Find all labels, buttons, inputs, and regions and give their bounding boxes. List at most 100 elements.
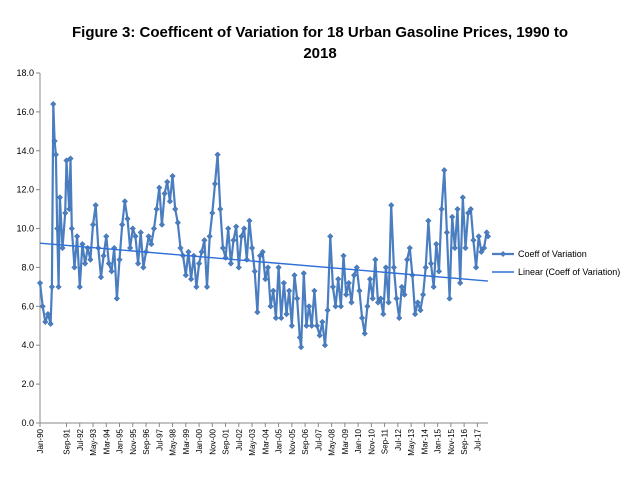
data-point-marker <box>472 264 480 271</box>
data-point-marker <box>291 272 298 279</box>
data-point-marker <box>67 155 74 162</box>
data-point-marker <box>193 283 200 291</box>
data-point-marker <box>198 248 205 256</box>
data-point-marker <box>52 151 60 158</box>
data-point-marker <box>195 260 203 267</box>
data-point-marker <box>369 295 376 302</box>
data-point-marker <box>297 344 305 351</box>
data-point-marker <box>148 240 155 248</box>
data-point-marker <box>406 244 413 252</box>
x-tick-label: Jul-97 <box>155 428 164 450</box>
x-tick-label: Jul-02 <box>235 428 244 450</box>
data-point-marker <box>480 244 488 252</box>
data-point-marker <box>48 283 56 291</box>
data-point-marker <box>286 287 293 294</box>
data-point-marker <box>211 180 219 187</box>
data-point-marker <box>382 264 390 271</box>
data-point-marker <box>76 283 83 291</box>
data-point-marker <box>311 287 318 294</box>
data-point-marker <box>358 314 366 322</box>
data-point-marker <box>100 252 107 259</box>
y-tick-label: 14.0 <box>16 146 34 156</box>
data-point-marker <box>172 205 179 213</box>
chart-title: Figure 3: Coefficent of Variation for 18… <box>0 22 640 64</box>
data-point-marker <box>484 233 492 240</box>
data-point-marker <box>47 320 54 327</box>
x-tick-label: Nov-95 <box>129 428 138 454</box>
data-point-marker <box>438 205 445 213</box>
data-point-marker <box>380 310 387 318</box>
y-tick-label: 4.0 <box>21 340 34 350</box>
data-point-marker <box>169 172 176 180</box>
data-point-marker <box>280 279 288 287</box>
data-point-marker <box>300 270 307 277</box>
data-point-marker <box>150 225 158 232</box>
data-point-marker <box>119 221 126 228</box>
data-point-marker <box>272 314 280 322</box>
x-tick-label: Sep-96 <box>142 428 151 454</box>
x-tick-label: Sep-16 <box>460 428 469 454</box>
data-point-marker <box>374 299 382 306</box>
data-point-marker <box>254 309 261 316</box>
data-point-marker <box>361 330 368 337</box>
x-tick-label: May-93 <box>89 428 98 455</box>
series-layer <box>36 100 492 351</box>
data-point-marker <box>164 178 171 186</box>
x-tick-label: Jul-07 <box>314 428 323 450</box>
x-tick-label: Mar-94 <box>102 428 111 454</box>
data-point-marker <box>430 283 437 291</box>
data-point-marker <box>54 225 61 232</box>
data-point-marker <box>467 205 474 213</box>
data-point-marker <box>44 310 52 318</box>
data-point-marker <box>238 233 245 240</box>
x-tick-label: May-98 <box>169 428 178 455</box>
x-tick-label: May-03 <box>248 428 257 455</box>
x-tick-label: Jan-90 <box>36 428 45 453</box>
data-point-marker <box>478 248 485 256</box>
data-point-marker <box>140 264 147 271</box>
data-point-marker <box>233 223 240 230</box>
data-point-marker <box>51 137 58 145</box>
data-point-marker <box>427 260 435 267</box>
data-point-marker <box>293 295 301 302</box>
data-point-marker <box>132 233 139 240</box>
data-point-marker <box>108 268 115 275</box>
data-point-marker <box>462 244 469 252</box>
data-point-marker <box>451 244 459 252</box>
data-point-marker <box>435 268 443 275</box>
data-point-marker <box>356 287 363 294</box>
data-point-marker <box>182 272 189 279</box>
data-point-marker <box>401 291 408 298</box>
y-tick-label: 12.0 <box>16 185 34 195</box>
data-point-marker <box>73 233 81 240</box>
data-point-marker <box>340 252 347 259</box>
data-point-marker <box>417 307 424 314</box>
x-tick-label: Jan-10 <box>354 428 363 453</box>
data-point-marker <box>145 233 152 240</box>
x-tick-label: Mar-99 <box>182 428 191 454</box>
legend: Coeff of Variation Linear (Coeff of Varia… <box>492 249 620 277</box>
data-point-marker <box>343 291 350 298</box>
x-tick-label: Jul-12 <box>394 428 403 450</box>
data-point-marker <box>201 237 208 244</box>
data-point-marker <box>321 342 329 349</box>
x-tick-label: Jan-05 <box>275 428 284 453</box>
chart-title-line-2: 2018 <box>303 45 337 62</box>
data-point-marker <box>303 322 310 329</box>
data-point-marker <box>449 213 456 221</box>
data-point-marker <box>55 283 62 291</box>
data-point-marker <box>185 248 192 256</box>
data-point-marker <box>177 244 184 252</box>
data-point-marker <box>345 279 352 287</box>
data-point-marker <box>270 287 277 294</box>
data-point-marker <box>308 322 315 329</box>
data-point-marker <box>319 318 326 326</box>
x-tick-label: Nov-10 <box>367 428 376 454</box>
data-point-marker <box>68 225 75 232</box>
data-point-marker <box>158 221 166 228</box>
data-point-marker <box>446 295 453 302</box>
legend-swatch-diamond-icon <box>500 251 506 257</box>
data-point-marker <box>377 295 384 302</box>
data-point-marker <box>64 180 71 187</box>
data-point-marker <box>209 209 216 217</box>
